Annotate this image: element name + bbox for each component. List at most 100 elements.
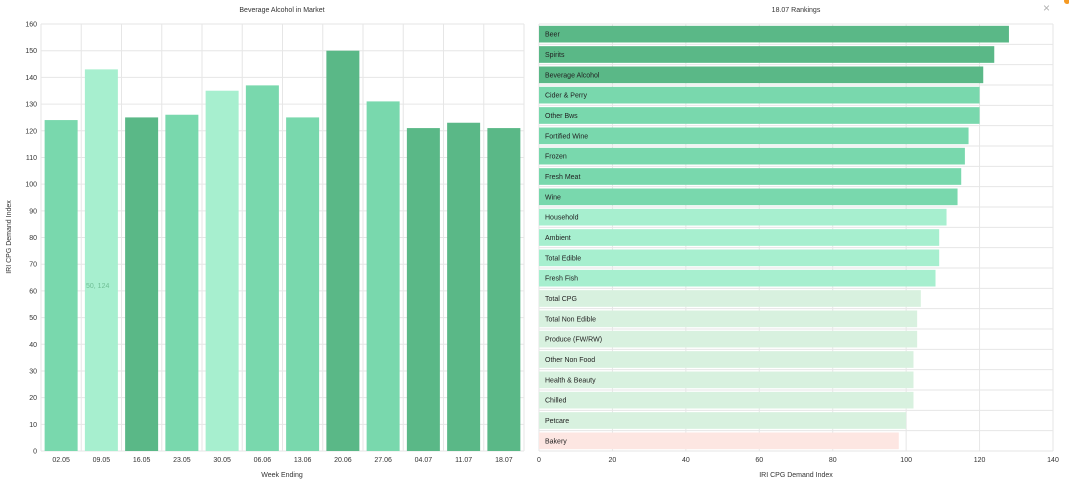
left-y-tick-label: 150 xyxy=(25,48,37,55)
left-chart-x-ticks: 02.05 09.05 16.05 23.05 30.05 06.06 13.06 20.06… xyxy=(52,457,512,464)
left-x-tick-label: 20.06 xyxy=(334,457,352,464)
left-y-tick-label: 160 xyxy=(25,22,37,29)
right-bar-label: Fortified Wine xyxy=(545,133,588,140)
right-x-tick-label: 80 xyxy=(829,457,837,464)
left-y-tick-label: 20 xyxy=(29,395,37,402)
right-chart-x-ticks: 0 20 40 60 80 100 120 140 xyxy=(537,457,1059,464)
right-bar-Spirits[interactable] xyxy=(539,46,995,63)
right-bar-label: Chilled xyxy=(545,398,567,405)
right-bar-label: Total Edible xyxy=(545,255,581,262)
right-bar-label: Produce (FW/RW) xyxy=(545,337,602,344)
right-bar-label: Cider & Perry xyxy=(545,93,588,100)
right-bar-Produce (FW/RW)[interactable] xyxy=(539,330,918,348)
left-y-tick-label: 0 xyxy=(33,449,37,456)
left-bar-27.06[interactable] xyxy=(366,101,400,452)
left-x-tick-label: 04.07 xyxy=(415,457,433,464)
left-y-tick-label: 10 xyxy=(29,422,37,429)
weekly-demand-chart: Beverage Alcohol in Market 0 10 20 30 40 50 60… xyxy=(6,7,525,479)
left-x-tick-label: 09.05 xyxy=(93,457,111,464)
left-chart-y-ticks: 0 10 20 30 40 50 60 70 80 90 100 110 120 130 140 150 160 xyxy=(25,22,37,456)
left-x-tick-label: 30.05 xyxy=(213,457,231,464)
right-bar-Beverage Alcohol[interactable] xyxy=(539,66,984,84)
left-y-tick-label: 40 xyxy=(29,342,37,349)
left-bar-06.06[interactable] xyxy=(245,85,279,451)
right-bar-label: Bakery xyxy=(545,438,567,445)
right-x-tick-label: 0 xyxy=(537,457,541,464)
right-bar-label: Fresh Meat xyxy=(545,174,580,181)
left-y-tick-label: 120 xyxy=(25,128,37,135)
left-bar-11.07[interactable] xyxy=(447,122,481,452)
left-x-tick-label: 11.07 xyxy=(455,457,472,464)
right-bar-label: Other Bws xyxy=(545,113,578,120)
left-x-tick-label: 27.06 xyxy=(374,457,392,464)
left-chart-gridlines xyxy=(40,23,525,452)
left-bar-16.05[interactable] xyxy=(125,117,159,451)
left-bar-02.05[interactable] xyxy=(44,120,78,451)
right-bar-Beer[interactable] xyxy=(539,25,1009,43)
right-chart-bars: Beer Spirits Beverage Alcohol Cider & Perry… xyxy=(539,25,1009,450)
left-chart-x-axis-label: Week Ending xyxy=(261,472,303,479)
left-y-tick-label: 60 xyxy=(29,288,37,295)
left-x-tick-label: 23.05 xyxy=(173,457,191,464)
left-bar-09.05[interactable] xyxy=(84,69,118,452)
rankings-chart: 18.07 Rankings Beer Spirits Beverage Alcoh… xyxy=(537,7,1059,479)
left-chart-title: Beverage Alcohol in Market xyxy=(239,7,324,14)
left-bar-20.06[interactable] xyxy=(326,50,360,451)
right-bar-Petcare[interactable] xyxy=(539,412,907,429)
right-bar-label: Fresh Fish xyxy=(545,276,578,283)
left-y-tick-label: 90 xyxy=(29,208,37,215)
right-bar-Cider & Perry[interactable] xyxy=(539,86,980,104)
left-x-tick-label: 06.06 xyxy=(254,457,272,464)
right-bar-label: Beer xyxy=(545,32,560,39)
right-bar-Chilled[interactable] xyxy=(539,391,914,409)
hover-value-label: 50, 124 xyxy=(86,283,109,290)
right-x-tick-label: 120 xyxy=(974,457,986,464)
left-bar-30.05[interactable] xyxy=(205,90,239,451)
left-y-tick-label: 70 xyxy=(29,262,37,269)
right-bar-Wine[interactable] xyxy=(539,188,958,206)
right-bar-label: Beverage Alcohol xyxy=(545,72,600,79)
right-x-tick-label: 40 xyxy=(682,457,690,464)
left-y-tick-label: 80 xyxy=(29,235,37,242)
right-chart-x-axis-label: IRI CPG Demand Index xyxy=(759,472,833,479)
left-chart-y-axis-label: IRI CPG Demand Index xyxy=(6,200,13,274)
left-x-tick-label: 13.06 xyxy=(294,457,312,464)
left-x-tick-label: 16.05 xyxy=(133,457,151,464)
left-chart-bars xyxy=(44,50,521,452)
right-bar-Total Edible[interactable] xyxy=(539,249,940,267)
right-bar-Bakery[interactable] xyxy=(539,432,899,450)
accent-dot xyxy=(1064,0,1069,4)
right-bar-Household[interactable] xyxy=(539,208,947,226)
left-x-tick-label: 18.07 xyxy=(495,457,513,464)
left-bar-18.07[interactable] xyxy=(487,128,521,452)
left-bar-23.05[interactable] xyxy=(165,114,199,452)
left-y-tick-label: 30 xyxy=(29,368,37,375)
right-bar-Fortified Wine[interactable] xyxy=(539,127,969,145)
right-bar-Total Non Edible[interactable] xyxy=(539,310,918,328)
close-icon[interactable]: × xyxy=(1043,1,1051,15)
right-bar-label: Frozen xyxy=(545,154,567,161)
right-bar-label: Wine xyxy=(545,194,561,201)
right-bar-Frozen[interactable] xyxy=(539,147,965,165)
right-bar-label: Household xyxy=(545,215,579,222)
right-bar-Fresh Meat[interactable] xyxy=(539,168,962,185)
left-y-tick-label: 130 xyxy=(25,102,37,109)
right-bar-label: Total CPG xyxy=(545,296,577,303)
right-bar-Fresh Fish[interactable] xyxy=(539,269,936,287)
right-bar-label: Other Non Food xyxy=(545,357,595,364)
right-bar-Ambient[interactable] xyxy=(539,229,940,246)
right-chart-title: 18.07 Rankings xyxy=(772,7,821,14)
right-x-tick-label: 100 xyxy=(900,457,912,464)
right-bar-label: Total Non Edible xyxy=(545,316,596,323)
left-bar-04.07[interactable] xyxy=(406,128,440,452)
left-x-tick-label: 02.05 xyxy=(52,457,70,464)
right-bar-Other Non Food[interactable] xyxy=(539,351,914,368)
right-bar-Health & Beauty[interactable] xyxy=(539,371,914,389)
right-bar-Other Bws[interactable] xyxy=(539,107,980,124)
right-x-tick-label: 140 xyxy=(1047,457,1059,464)
left-bar-13.06[interactable] xyxy=(286,117,320,451)
right-bar-label: Spirits xyxy=(545,52,565,59)
right-bar-Total CPG[interactable] xyxy=(539,290,921,307)
left-y-tick-label: 140 xyxy=(25,75,37,82)
